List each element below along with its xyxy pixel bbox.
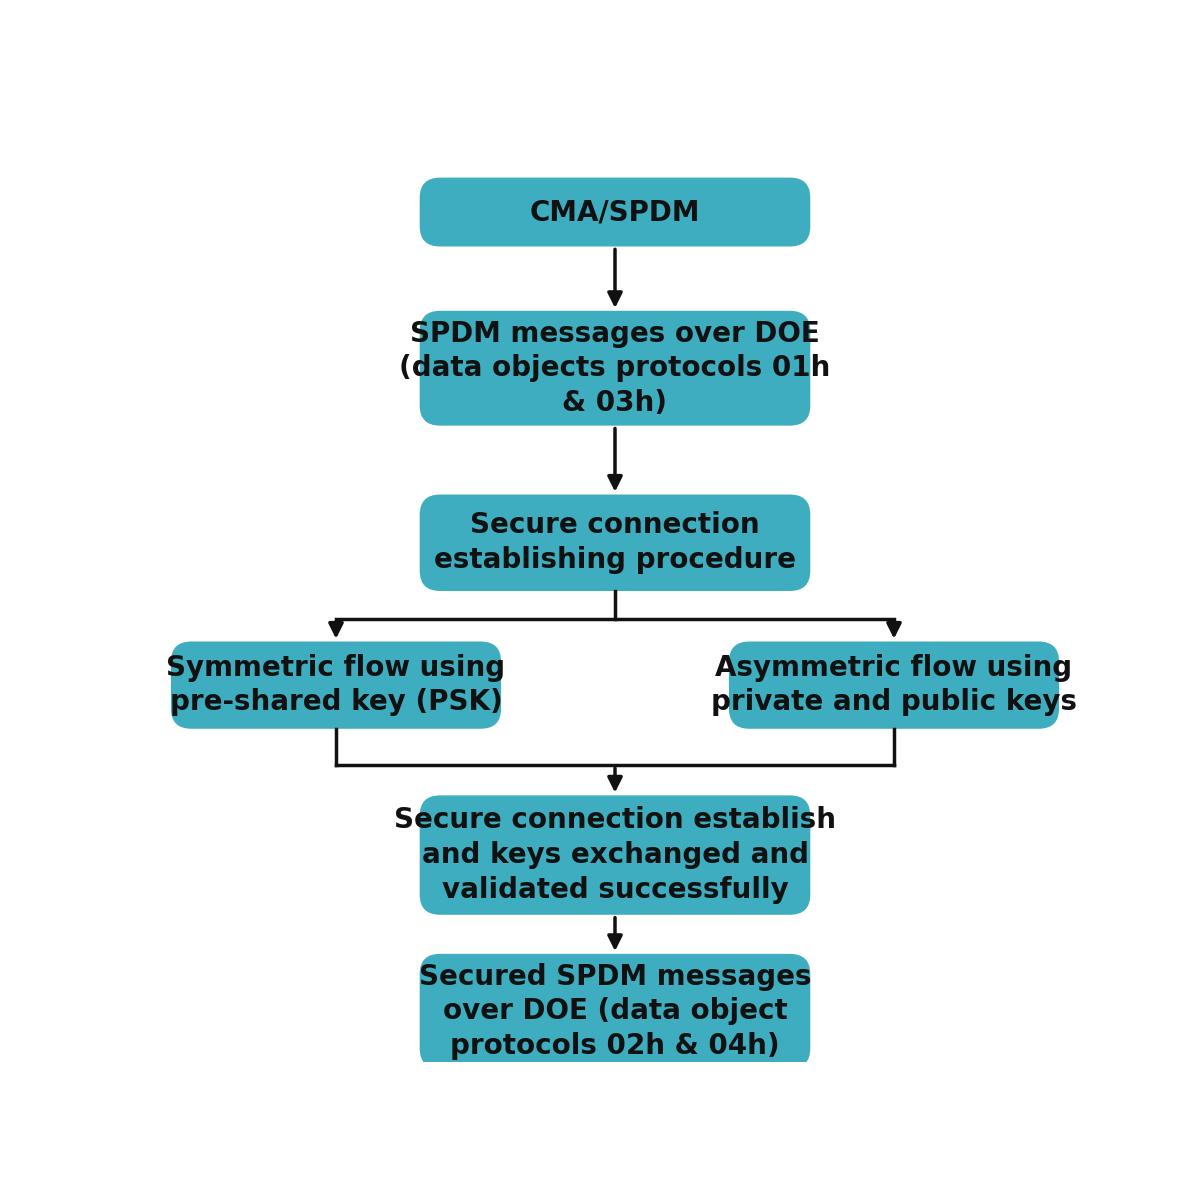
Text: Asymmetric flow using
private and public keys: Asymmetric flow using private and public… <box>710 654 1078 717</box>
Text: CMA/SPDM: CMA/SPDM <box>529 198 701 225</box>
Text: SPDM messages over DOE
(data objects protocols 01h
& 03h): SPDM messages over DOE (data objects pro… <box>400 320 830 416</box>
Text: Symmetric flow using
pre-shared key (PSK): Symmetric flow using pre-shared key (PSK… <box>167 654 505 717</box>
FancyBboxPatch shape <box>170 642 502 729</box>
Text: Secured SPDM messages
over DOE (data object
protocols 02h & 04h): Secured SPDM messages over DOE (data obj… <box>419 963 811 1059</box>
Text: Secure connection
establishing procedure: Secure connection establishing procedure <box>434 512 796 574</box>
FancyBboxPatch shape <box>420 495 810 591</box>
FancyBboxPatch shape <box>420 954 810 1069</box>
FancyBboxPatch shape <box>728 642 1060 729</box>
FancyBboxPatch shape <box>420 178 810 247</box>
Text: Secure connection establish
and keys exchanged and
validated successfully: Secure connection establish and keys exc… <box>394 806 836 903</box>
FancyBboxPatch shape <box>420 311 810 426</box>
FancyBboxPatch shape <box>420 796 810 915</box>
